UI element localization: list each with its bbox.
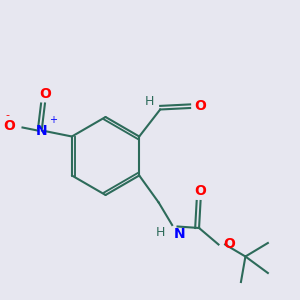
Text: H: H — [156, 226, 166, 239]
Text: N: N — [36, 124, 48, 137]
Text: O: O — [3, 119, 15, 133]
Text: N: N — [174, 227, 185, 242]
Text: -: - — [6, 110, 10, 120]
Text: +: + — [50, 115, 57, 125]
Text: O: O — [39, 86, 51, 100]
Text: H: H — [145, 95, 154, 108]
Text: O: O — [223, 238, 235, 251]
Text: O: O — [195, 99, 206, 113]
Text: O: O — [195, 184, 206, 198]
